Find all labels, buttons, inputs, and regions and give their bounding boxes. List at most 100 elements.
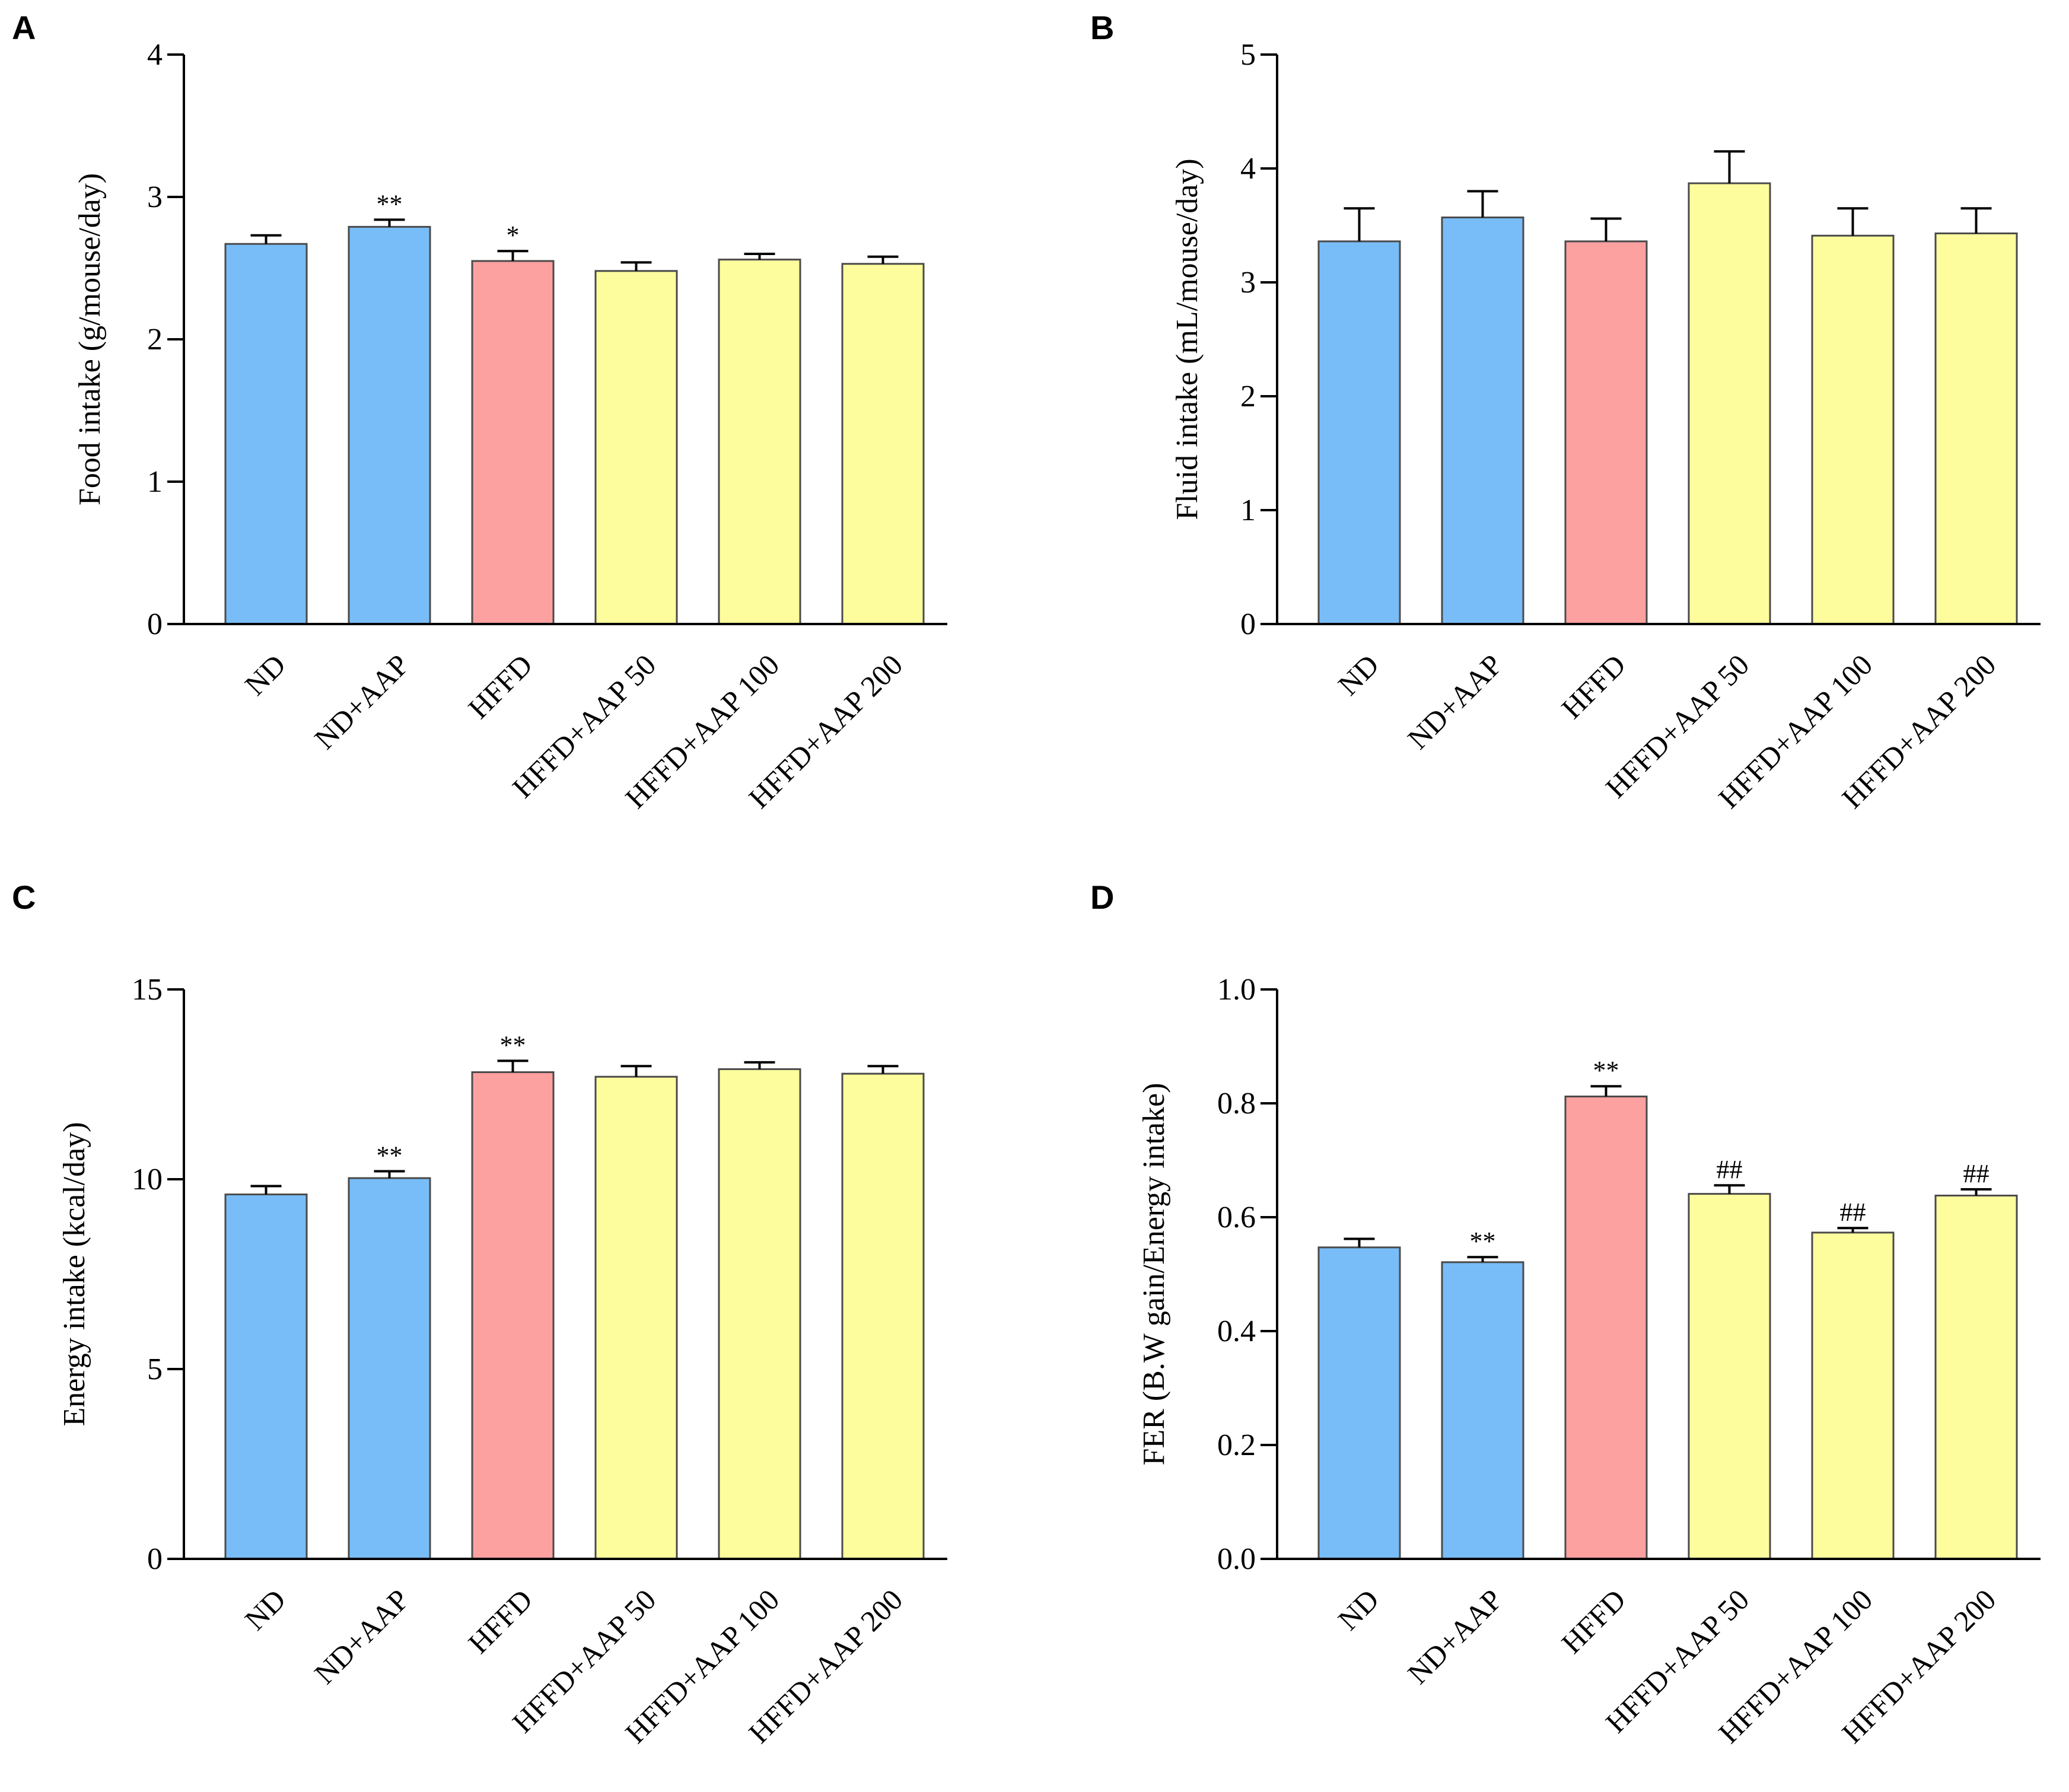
bar [224, 243, 308, 625]
y-tick-label: 0 [147, 1542, 163, 1576]
y-tick-label: 0.8 [1217, 1087, 1256, 1121]
bar [718, 1068, 801, 1560]
error-bar [374, 218, 405, 227]
error-bar [1467, 1256, 1498, 1262]
panel-letter: B [1090, 9, 1114, 46]
y-tick-label: 4 [147, 38, 163, 72]
panel-letter: D [1090, 879, 1114, 916]
bar [471, 260, 555, 625]
error-bar [1837, 207, 1869, 236]
y-tick-label: 0.6 [1217, 1201, 1256, 1234]
y-tick-label: 10 [132, 1163, 163, 1196]
y-tick-label: 0.2 [1217, 1428, 1256, 1462]
error-bar [1714, 150, 1745, 183]
significance-label: * [507, 221, 520, 250]
y-tick-label: 0.0 [1217, 1542, 1256, 1576]
chart-panel-d: DND**ND+AAP**HFFD##HFFD+AAP 50##HFFD+AAP… [1090, 879, 2041, 1749]
significance-label: ## [1717, 1155, 1743, 1184]
bar [1564, 240, 1648, 625]
error-bar [1960, 207, 1992, 234]
y-tick-label: 2 [1240, 380, 1256, 413]
bar [594, 1075, 678, 1560]
error-bar [1344, 1237, 1375, 1247]
bar [348, 225, 431, 625]
y-tick-label: 3 [147, 180, 163, 214]
significance-label: ** [500, 1030, 526, 1059]
y-tick-label: 1.0 [1217, 973, 1256, 1007]
error-bar [497, 1059, 529, 1072]
y-tick-label: 1 [147, 465, 163, 499]
category-label: HFFD [1555, 1583, 1632, 1660]
panel-letter: C [12, 879, 36, 916]
y-tick-label: 4 [1240, 152, 1256, 186]
error-bar [1960, 1188, 1992, 1196]
y-tick-label: 2 [147, 323, 163, 357]
significance-label: ** [1593, 1056, 1619, 1085]
bar [841, 263, 925, 625]
bar [1811, 1231, 1895, 1560]
bar [1688, 1193, 1771, 1560]
bar [1688, 182, 1771, 625]
category-label: ND [1332, 648, 1386, 702]
significance-label: ** [377, 189, 403, 218]
bar [594, 270, 678, 625]
bar [1441, 217, 1524, 625]
error-bar [620, 1065, 652, 1077]
panel-letter: A [12, 9, 36, 46]
error-bar [374, 1170, 405, 1179]
y-axis-title: Food intake (g/mouse/day) [73, 173, 107, 505]
y-tick-label: 0 [1240, 607, 1256, 641]
bar [1811, 234, 1895, 625]
y-tick-label: 3 [1240, 266, 1256, 300]
y-axis-title: FER (B.W gain/Energy intake) [1137, 1083, 1171, 1465]
error-bar [867, 1065, 899, 1074]
y-tick-label: 1 [1240, 494, 1256, 527]
error-bar [1590, 1085, 1622, 1097]
category-label: ND [238, 1583, 292, 1637]
bar [841, 1072, 925, 1560]
y-tick-label: 0.4 [1217, 1314, 1256, 1348]
category-label: HFFD [1555, 648, 1632, 725]
bar [348, 1177, 431, 1560]
error-bar [1837, 1227, 1869, 1233]
error-bar [1344, 207, 1375, 241]
bar [1564, 1095, 1648, 1560]
bar [1317, 240, 1401, 625]
error-bar [620, 261, 652, 271]
category-label: ND+AAP [308, 648, 415, 755]
y-axis-title: Energy intake (kcal/day) [58, 1122, 91, 1426]
error-bar [1590, 217, 1622, 241]
significance-label: ## [1963, 1159, 1990, 1188]
y-tick-label: 15 [132, 973, 163, 1007]
category-label: ND+AAP [1401, 648, 1508, 755]
bar [1934, 1195, 2018, 1560]
bar [1441, 1261, 1524, 1560]
y-tick-label: 0 [147, 607, 163, 641]
y-tick-label: 5 [147, 1352, 163, 1386]
error-bar [867, 255, 899, 264]
error-bar [1467, 190, 1498, 218]
bar [224, 1193, 308, 1560]
error-bar [250, 1185, 282, 1195]
significance-label: ** [377, 1141, 403, 1170]
category-label: HFFD [461, 648, 539, 725]
significance-label: ## [1840, 1198, 1866, 1227]
category-label: ND+AAP [308, 1583, 415, 1690]
error-bar [250, 234, 282, 244]
category-label: HFFD [461, 1583, 539, 1660]
y-axis-title: Fluid intake (mL/mouse/day) [1170, 158, 1204, 520]
bar [1317, 1246, 1401, 1560]
category-label: ND+AAP [1401, 1583, 1508, 1690]
bar [471, 1071, 555, 1560]
significance-label: ** [1470, 1227, 1496, 1256]
y-tick-label: 5 [1240, 38, 1256, 72]
error-bar [1714, 1184, 1745, 1194]
bar [1934, 232, 2018, 625]
error-bar [744, 1061, 775, 1070]
category-label: ND [1332, 1583, 1386, 1637]
category-label: ND [238, 648, 292, 702]
